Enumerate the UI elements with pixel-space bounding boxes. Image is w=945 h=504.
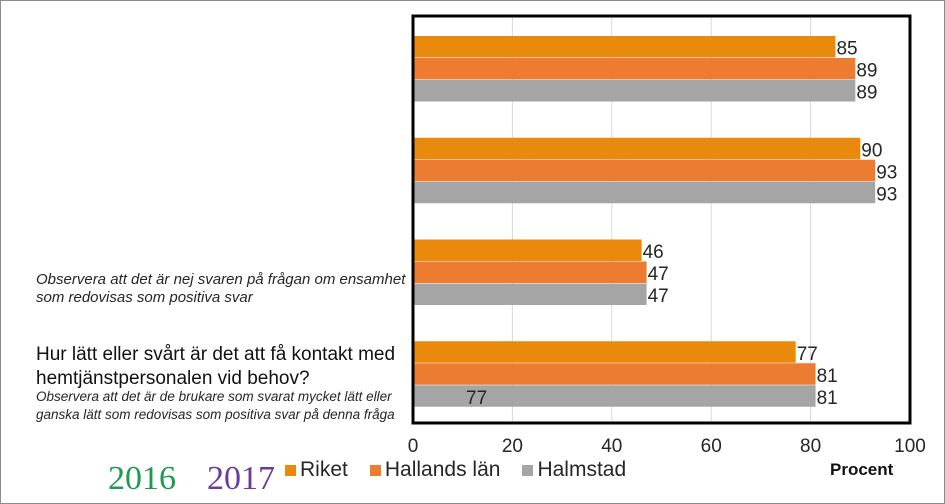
plot-area-border bbox=[411, 14, 912, 425]
data-label-riket-1: 90 bbox=[861, 140, 882, 161]
bar-riket-1 bbox=[413, 137, 861, 160]
bar-riket-0 bbox=[413, 36, 836, 58]
legend-label-riket: Riket bbox=[300, 458, 348, 481]
legend-swatch-riket bbox=[285, 464, 296, 476]
legend-swatch-halmstad bbox=[522, 464, 534, 476]
kontakt-note: Observera att det är de brukare som svar… bbox=[36, 389, 395, 422]
year-2017: 2017 bbox=[207, 460, 275, 497]
x-tick-label-20: 20 bbox=[502, 436, 523, 457]
bar-riket-2 bbox=[413, 239, 642, 261]
ensamhet-note: Observera att det är nej svaren på fråga… bbox=[36, 271, 406, 306]
legend-item-riket: Riket bbox=[285, 458, 348, 482]
legend: Riket Hallands län Halmstad bbox=[285, 458, 648, 482]
x-tick-label-0: 0 bbox=[408, 436, 419, 457]
data-label-halmstad-3: 81 bbox=[817, 388, 838, 409]
data-label-riket-2: 46 bbox=[643, 242, 664, 263]
x-tick-label-40: 40 bbox=[601, 436, 622, 457]
bar-halmstad-3 bbox=[413, 385, 816, 407]
data-label-halmstad-2: 47 bbox=[648, 286, 669, 307]
bar-riket-3 bbox=[413, 341, 796, 363]
legend-label-hallands-lan: Hallands län bbox=[384, 458, 501, 481]
legend-item-halmstad: Halmstad bbox=[522, 458, 626, 482]
legend-item-hallands-lan: Hallands län bbox=[369, 458, 501, 482]
category-label-kontakt: Hur lätt eller svårt är det att få konta… bbox=[36, 344, 396, 389]
data-label-halmstad-1: 93 bbox=[876, 184, 897, 205]
x-tick-label-60: 60 bbox=[701, 436, 722, 457]
data-label-hallands-län-1: 93 bbox=[876, 162, 897, 183]
bar-hallands-län-2 bbox=[413, 261, 647, 283]
legend-swatch-hallands-lan bbox=[369, 464, 381, 476]
data-label-hallands-län-2: 47 bbox=[648, 264, 669, 285]
data-label-riket-0: 85 bbox=[836, 39, 857, 60]
data-label-riket-3: 77 bbox=[797, 344, 818, 365]
x-tick-label-100: 100 bbox=[894, 436, 926, 457]
legend-label-halmstad: Halmstad bbox=[537, 458, 627, 481]
bar-halmstad-0 bbox=[413, 80, 856, 102]
bar-hallands-län-3 bbox=[413, 363, 816, 385]
data-label-halmstad-0: 89 bbox=[856, 83, 877, 104]
overlay-value-77: 77 bbox=[466, 388, 487, 409]
x-tick-label-80: 80 bbox=[800, 436, 821, 457]
bar-hallands-län-1 bbox=[413, 159, 876, 182]
year-2016: 2016 bbox=[108, 460, 176, 497]
bar-hallands-län-0 bbox=[413, 58, 856, 80]
bar-halmstad-2 bbox=[413, 283, 647, 305]
bar-halmstad-1 bbox=[413, 181, 876, 204]
data-label-hallands-län-3: 81 bbox=[817, 366, 838, 387]
x-axis-label: Procent bbox=[830, 460, 894, 479]
data-label-hallands-län-0: 89 bbox=[856, 61, 877, 82]
